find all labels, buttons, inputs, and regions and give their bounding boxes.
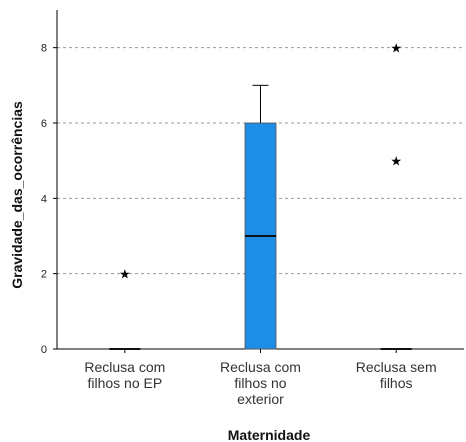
y-tick-label-6: 6 [41,118,47,130]
y-tick-label-2: 2 [41,269,47,281]
x-category-label-0-1: filhos no EP [87,375,162,391]
outlier-2-1: ★ [390,42,402,57]
x-category-label-1-0: Reclusa com [220,359,301,375]
y-tick-labels: 0 2 4 6 8 [41,43,47,356]
x-category-label-1-1: filhos no [234,375,286,391]
y-tick-label-0: 0 [41,344,47,356]
y-tick-label-4: 4 [41,193,47,205]
x-category-label-0-0: Reclusa com [84,359,165,375]
x-category-label-2-1: filhos [380,375,413,391]
y-axis-title: Gravidade_das_ocorrências [9,101,25,289]
x-category-label-1-2: exterior [237,391,284,407]
grid-lines [57,47,464,275]
outlier-2-0: ★ [390,155,402,170]
outlier-0-0: ★ [119,268,131,283]
x-axis-title: Maternidade [228,427,311,442]
x-category-label-2-0: Reclusa sem [356,359,437,375]
y-tick-label-8: 8 [41,43,47,55]
boxes: ★ ★ ★ [109,42,412,350]
